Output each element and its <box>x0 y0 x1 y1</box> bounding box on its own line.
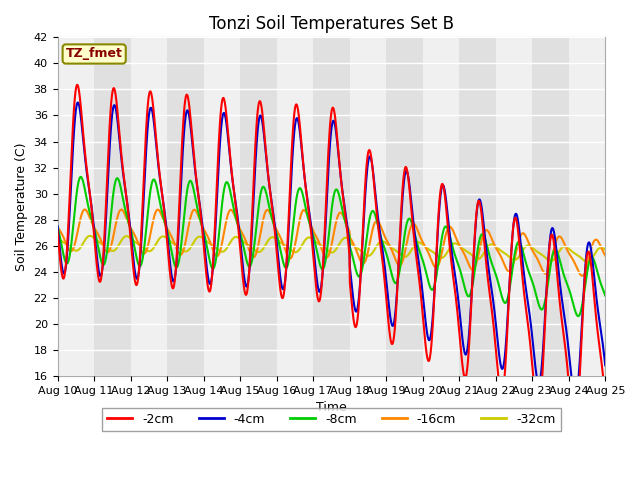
Bar <box>204 37 240 376</box>
Legend: -2cm, -4cm, -8cm, -16cm, -32cm: -2cm, -4cm, -8cm, -16cm, -32cm <box>102 408 561 431</box>
-16cm <box>81 206 89 212</box>
-32cm <box>298 243 305 249</box>
-4cm <box>365 154 373 159</box>
Bar <box>459 37 496 376</box>
Bar <box>240 37 276 376</box>
-4cm <box>298 145 305 151</box>
Line: -8cm: -8cm <box>58 177 605 316</box>
-4cm <box>54 223 61 229</box>
-16cm <box>298 210 305 216</box>
-8cm <box>308 227 316 233</box>
Bar <box>94 37 131 376</box>
Bar <box>422 37 459 376</box>
-32cm <box>86 233 94 239</box>
-4cm <box>119 166 127 172</box>
-16cm <box>119 207 127 213</box>
-4cm <box>287 195 294 201</box>
-32cm <box>54 235 61 240</box>
-4cm <box>572 395 579 400</box>
-32cm <box>119 236 127 242</box>
Line: -2cm: -2cm <box>58 85 605 429</box>
-16cm <box>602 253 609 259</box>
Bar <box>532 37 569 376</box>
-2cm <box>571 426 579 432</box>
-4cm <box>308 226 316 232</box>
Bar <box>313 37 349 376</box>
Bar <box>386 37 422 376</box>
-2cm <box>287 179 294 184</box>
Bar <box>58 37 94 376</box>
-4cm <box>602 362 609 368</box>
-16cm <box>54 224 61 229</box>
-2cm <box>119 163 127 169</box>
-8cm <box>298 188 305 193</box>
-4cm <box>97 273 104 279</box>
-8cm <box>54 224 61 229</box>
Bar <box>349 37 386 376</box>
Bar <box>131 37 167 376</box>
Bar <box>276 37 313 376</box>
-4cm <box>74 100 82 106</box>
-16cm <box>308 224 316 229</box>
Line: -32cm: -32cm <box>58 236 605 262</box>
Y-axis label: Soil Temperature (C): Soil Temperature (C) <box>15 143 28 271</box>
-2cm <box>365 147 373 153</box>
-2cm <box>298 143 305 148</box>
-8cm <box>602 293 609 299</box>
-2cm <box>54 228 61 234</box>
-32cm <box>584 259 591 265</box>
-16cm <box>579 273 586 279</box>
Text: TZ_fmet: TZ_fmet <box>66 48 123 60</box>
Line: -16cm: -16cm <box>58 209 605 276</box>
-8cm <box>77 174 84 180</box>
Bar <box>569 37 605 376</box>
Bar <box>496 37 532 376</box>
Title: Tonzi Soil Temperatures Set B: Tonzi Soil Temperatures Set B <box>209 15 454 33</box>
-2cm <box>74 82 81 88</box>
-32cm <box>365 252 373 258</box>
-32cm <box>287 247 294 252</box>
-8cm <box>97 254 104 260</box>
Bar <box>167 37 204 376</box>
-2cm <box>97 279 104 285</box>
X-axis label: Time: Time <box>316 401 347 414</box>
-8cm <box>574 313 582 319</box>
-32cm <box>97 240 104 246</box>
-32cm <box>602 247 609 252</box>
-16cm <box>97 236 104 241</box>
-8cm <box>287 248 294 254</box>
-16cm <box>365 241 373 247</box>
-8cm <box>365 216 373 222</box>
-32cm <box>308 235 316 241</box>
-2cm <box>308 233 316 239</box>
Line: -4cm: -4cm <box>58 103 605 397</box>
-16cm <box>287 255 294 261</box>
-2cm <box>602 396 609 402</box>
-8cm <box>119 194 127 200</box>
